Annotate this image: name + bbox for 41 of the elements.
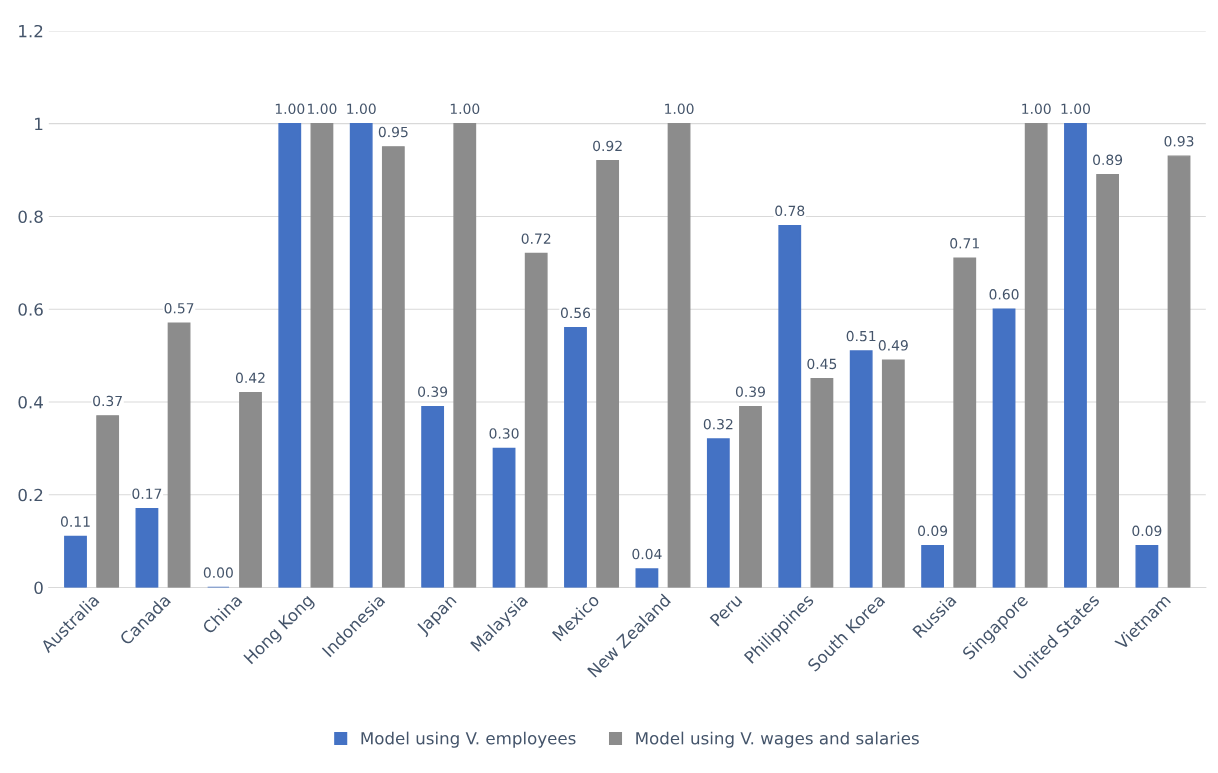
data-label: 1.00 <box>347 103 376 115</box>
data-label: 0.04 <box>632 548 662 560</box>
legend-label: Model using V. employees <box>361 731 576 748</box>
data-label: 1.00 <box>665 103 694 115</box>
data-label: 0.09 <box>918 525 948 537</box>
data-label: 1.00 <box>307 103 337 115</box>
data-label: 1.00 <box>1061 103 1091 115</box>
data-label: 1.00 <box>1022 103 1051 115</box>
data-label: 0.57 <box>164 302 194 314</box>
data-label: 0.89 <box>1093 154 1123 166</box>
y-tick-label: 0 <box>34 581 43 595</box>
data-label: 0.39 <box>735 386 765 397</box>
y-tick-label: 0.6 <box>18 303 43 316</box>
data-label: 0.30 <box>489 428 519 439</box>
data-label: 0.09 <box>1132 525 1162 537</box>
data-label: 0.37 <box>93 395 122 407</box>
data-label: 0.60 <box>989 289 1019 300</box>
y-tick-label: 0.2 <box>18 488 43 502</box>
data-label: 0.92 <box>593 140 622 152</box>
data-label: 0.45 <box>807 358 837 370</box>
data-label: 0.17 <box>132 488 162 499</box>
data-label: 0.71 <box>950 238 979 249</box>
y-tick-label: 0.4 <box>18 395 43 409</box>
y-tick-label: 1 <box>35 117 43 131</box>
data-label: 1.00 <box>450 103 480 115</box>
data-label: 0.42 <box>235 372 265 384</box>
data-label: 0.39 <box>418 386 448 397</box>
data-label: 0.93 <box>1164 136 1194 147</box>
data-label: 0.49 <box>878 340 908 351</box>
data-label: 0.72 <box>521 233 551 244</box>
data-label: 0.56 <box>560 307 591 319</box>
legend-label: Model using V. wages and salaries <box>636 731 919 748</box>
data-label: 0.95 <box>378 126 408 138</box>
data-label: 0.78 <box>775 205 805 217</box>
data-label: 1.00 <box>275 103 305 115</box>
y-tick-label: 1.2 <box>19 24 43 38</box>
data-label: 0.51 <box>846 330 876 342</box>
data-label: 0.00 <box>203 567 233 578</box>
y-tick-label: 0.8 <box>18 210 43 224</box>
data-label: 0.32 <box>703 418 733 430</box>
data-label: 0.11 <box>60 516 90 527</box>
